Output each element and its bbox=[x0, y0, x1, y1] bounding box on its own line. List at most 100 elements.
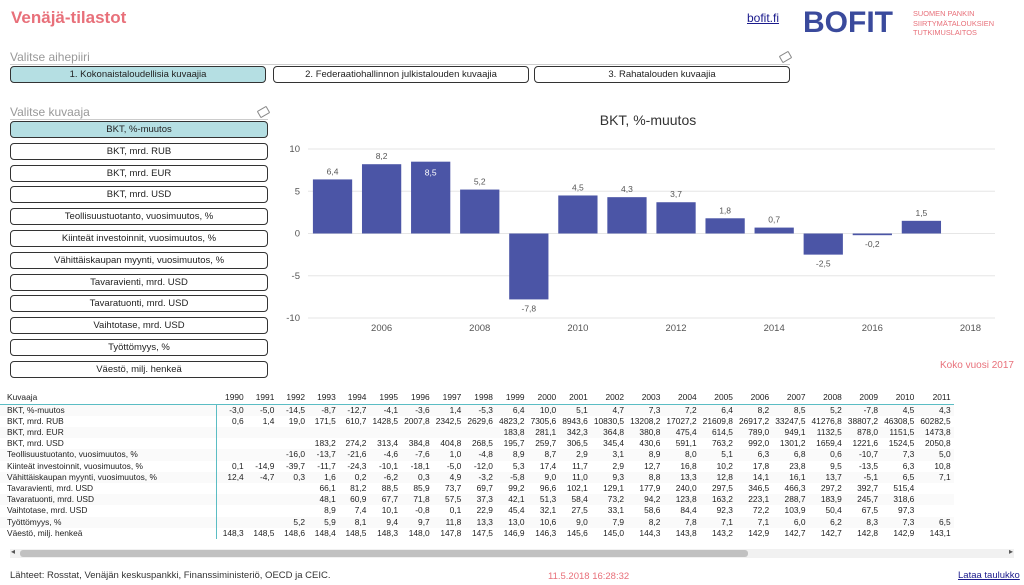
chart-option-button[interactable]: BKT, %-muutos bbox=[10, 121, 268, 138]
table-cell: -24,3 bbox=[347, 460, 367, 471]
table-cell: -13,5 bbox=[858, 460, 879, 471]
scroll-left-icon[interactable]: ◂ bbox=[11, 547, 16, 556]
table-cell: 1,4 bbox=[432, 404, 465, 416]
table-cell: 6,2 bbox=[808, 516, 845, 528]
scrollbar-thumb[interactable] bbox=[20, 550, 748, 557]
bar-2016[interactable] bbox=[852, 233, 892, 236]
data-table: Kuvaaja 1990 1991 1992 1993 1994 1995 1996 1997 1… bbox=[0, 390, 954, 539]
table-cell: 13208,2 bbox=[630, 415, 661, 426]
chart-option-button[interactable]: Vaihtotase, mrd. USD bbox=[10, 317, 268, 335]
bar-2017[interactable] bbox=[901, 220, 942, 234]
table-cell: -5,8 bbox=[495, 471, 528, 483]
table-cell: 0,2 bbox=[338, 471, 370, 483]
column-header-year[interactable]: 1995 bbox=[369, 390, 402, 405]
table-cell: 42,1 bbox=[495, 494, 528, 506]
topic-button-1[interactable]: 1. Kokonaistaloudellisia kuvaajia bbox=[10, 66, 266, 83]
download-table-link[interactable]: Lataa taulukko bbox=[958, 570, 1020, 581]
table-cell: 0,1 bbox=[232, 460, 244, 471]
column-header-year[interactable]: 2000 bbox=[527, 390, 560, 405]
chart-option-button[interactable]: Työttömyys, % bbox=[10, 339, 268, 356]
table-cell: 11,7 bbox=[572, 460, 588, 471]
table-cell: 142,7 bbox=[784, 527, 806, 538]
bar-2007[interactable] bbox=[411, 161, 451, 234]
chart-option-button[interactable]: Tavaratuonti, mrd. USD bbox=[10, 295, 268, 313]
scroll-right-icon[interactable]: ▸ bbox=[1008, 547, 1013, 556]
column-header-year[interactable]: 2003 bbox=[627, 390, 664, 405]
table-cell: 102,1 bbox=[566, 482, 588, 493]
bar-2005[interactable] bbox=[312, 179, 353, 234]
table-cell: 60,9 bbox=[338, 494, 370, 506]
bar-2006[interactable] bbox=[361, 164, 402, 234]
column-header-year[interactable]: 1999 bbox=[495, 390, 528, 405]
bar-2014[interactable] bbox=[754, 227, 794, 234]
table-cell: 142,7 bbox=[820, 527, 842, 538]
row-label: BKT, mrd. RUB bbox=[0, 415, 217, 427]
bar-2010[interactable] bbox=[558, 195, 598, 234]
chart-option-button[interactable]: Väestö, milj. henkeä bbox=[10, 360, 268, 378]
table-cell: 183,8 bbox=[495, 426, 528, 439]
bar-2011[interactable] bbox=[607, 197, 647, 234]
x-tick-label: 2014 bbox=[764, 323, 785, 334]
data-label-2012: 3,7 bbox=[670, 189, 682, 199]
column-header-year[interactable]: 2011 bbox=[917, 390, 954, 405]
topic-button-3[interactable]: 3. Rahatalouden kuvaajia bbox=[534, 66, 790, 83]
column-header-year[interactable]: 2004 bbox=[663, 390, 700, 405]
chart-option-button[interactable]: BKT, mrd. EUR bbox=[10, 164, 268, 182]
table-cell: 7,4 bbox=[354, 505, 367, 516]
chart-option-button[interactable]: Vähittäiskaupan myynti, vuosimuutos, % bbox=[10, 251, 268, 269]
table-cell: 8,0 bbox=[663, 449, 700, 461]
bar-2012[interactable] bbox=[656, 202, 696, 234]
column-header-year[interactable]: 1994 bbox=[338, 390, 370, 405]
data-label-2005: 6,4 bbox=[327, 166, 339, 176]
table-cell: 346,5 bbox=[748, 482, 770, 493]
table-cell: -4,1 bbox=[369, 404, 402, 416]
table-cell: 1,4 bbox=[262, 415, 275, 426]
table-cell: -12,7 bbox=[338, 404, 370, 416]
chart-option-button[interactable]: Teollisuustuotanto, vuosimuutos, % bbox=[10, 208, 268, 226]
column-header-year[interactable]: 1997 bbox=[432, 390, 465, 405]
column-header-year[interactable]: 2008 bbox=[808, 390, 845, 405]
table-horizontal-scrollbar[interactable]: ◂ ▸ bbox=[10, 547, 1014, 558]
column-header-year[interactable]: 2005 bbox=[699, 390, 736, 405]
bar-2009[interactable] bbox=[509, 233, 549, 300]
table-cell: 591,1 bbox=[675, 438, 697, 449]
table-cell: -16,0 bbox=[277, 449, 309, 461]
table-cell: 610,7 bbox=[345, 415, 367, 426]
chart-option-button[interactable]: BKT, mrd. RUB bbox=[10, 142, 268, 160]
bar-2008[interactable] bbox=[460, 189, 500, 234]
table-cell: 5,9 bbox=[308, 516, 339, 528]
column-header-kuvaaja[interactable]: Kuvaaja bbox=[0, 390, 216, 405]
column-header-year[interactable]: 1993 bbox=[308, 390, 339, 405]
row-label: BKT, mrd. EUR bbox=[0, 426, 217, 439]
table-cell: 6,5 bbox=[917, 516, 954, 528]
column-header-year[interactable]: 2006 bbox=[735, 390, 773, 405]
bar-2015[interactable] bbox=[803, 233, 843, 255]
column-header-year[interactable]: 1998 bbox=[464, 390, 496, 405]
chart-option-button[interactable]: Tavaravienti, mrd. USD bbox=[10, 273, 268, 291]
column-header-year[interactable]: 2010 bbox=[881, 390, 918, 405]
column-header-year[interactable]: 2009 bbox=[844, 390, 882, 405]
chart-option-button[interactable]: Kiinteät investoinnit, vuosimuutos, % bbox=[10, 230, 268, 247]
x-tick-label: 2006 bbox=[371, 323, 392, 334]
topic-button-2[interactable]: 2. Federaatiohallinnon julkistalouden ku… bbox=[273, 66, 529, 83]
column-header-year[interactable]: 1996 bbox=[401, 390, 433, 405]
column-header-year[interactable]: 1990 bbox=[216, 390, 247, 405]
table-cell: -14,5 bbox=[277, 404, 309, 416]
table-row: Työttömyys, % 5,2 5,9 8,1 9,4 9,7 11,8 13,3 13,0… bbox=[0, 516, 954, 528]
column-header-year[interactable]: 1992 bbox=[277, 390, 309, 405]
table-cell bbox=[277, 494, 309, 506]
table-cell: 10,1 bbox=[381, 505, 399, 516]
column-header-year[interactable]: 2001 bbox=[559, 390, 591, 405]
column-header-year[interactable]: 1991 bbox=[246, 390, 278, 405]
bofit-link[interactable]: bofit.fi bbox=[747, 11, 780, 25]
column-header-year[interactable]: 2002 bbox=[590, 390, 628, 405]
column-header-year[interactable]: 2007 bbox=[772, 390, 809, 405]
bar-2013[interactable] bbox=[705, 218, 745, 234]
table-cell: 4,3 bbox=[917, 404, 954, 416]
table-cell: 96,6 bbox=[539, 482, 557, 493]
table-cell: 992,0 bbox=[748, 438, 770, 449]
chart-option-button[interactable]: BKT, mrd. USD bbox=[10, 186, 268, 204]
table-cell: -5,3 bbox=[464, 404, 496, 416]
table-cell: 146,3 bbox=[535, 527, 557, 538]
table-cell: 14,1 bbox=[735, 471, 773, 483]
